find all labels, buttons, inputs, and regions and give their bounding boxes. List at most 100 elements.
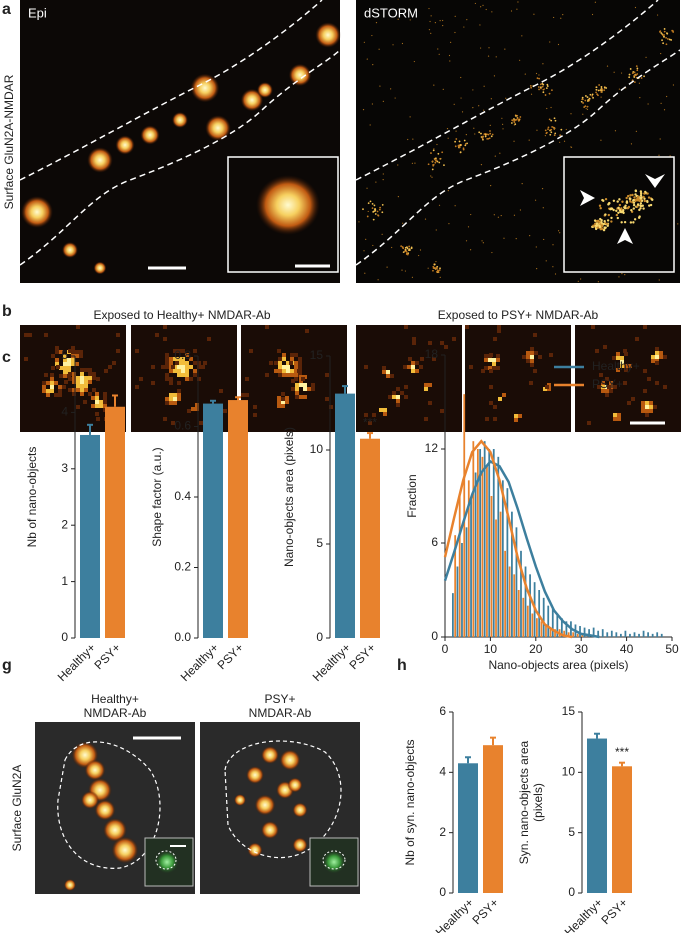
pixel [163, 337, 167, 341]
localization [501, 117, 503, 119]
pixel [72, 388, 76, 392]
y-label: Surface GluN2A-NMDAR [2, 74, 16, 209]
localization [515, 115, 517, 117]
localization [478, 131, 481, 134]
localization [551, 89, 553, 92]
significance: *** [615, 745, 629, 759]
y-tick-label: 12 [425, 441, 439, 455]
group-title: Exposed to PSY+ NMDAR-Ab [438, 308, 599, 322]
pixel [103, 400, 107, 404]
pixel [609, 389, 613, 393]
pixel [84, 376, 88, 380]
localization [547, 126, 550, 129]
pixel [303, 395, 307, 399]
pixel [294, 353, 298, 357]
pixel [282, 373, 286, 377]
pixel [71, 346, 75, 350]
localization [649, 203, 653, 207]
localization [438, 204, 441, 206]
pixel [245, 377, 249, 381]
localization [662, 42, 665, 45]
localization [645, 56, 647, 58]
localization [427, 267, 429, 269]
localization [511, 119, 514, 122]
histogram-bar [522, 597, 525, 637]
localization [504, 48, 506, 50]
pixel [424, 417, 428, 421]
localization [418, 254, 420, 257]
pixel [249, 349, 253, 353]
localization [584, 105, 587, 108]
localization [404, 250, 406, 253]
histogram-bar [461, 543, 463, 637]
pixel [103, 392, 107, 396]
pixel [643, 389, 647, 393]
pixel [325, 397, 329, 401]
pixel [364, 413, 368, 417]
image-title: Epi [28, 5, 47, 20]
localization [373, 210, 375, 213]
pixel [197, 361, 201, 365]
pixel [88, 392, 92, 396]
pixel [617, 413, 621, 417]
localization [632, 221, 635, 224]
pixel [96, 377, 100, 381]
localization [409, 19, 411, 21]
localization [390, 88, 392, 90]
localization [584, 99, 587, 102]
pixel [197, 377, 201, 381]
localization [519, 59, 521, 61]
localization [510, 10, 513, 12]
pixel [298, 357, 302, 361]
pixel [91, 396, 95, 400]
localization [603, 89, 606, 92]
localization [636, 205, 639, 208]
pixel [496, 354, 500, 358]
pixel [135, 349, 139, 353]
localization [513, 119, 516, 122]
pixel [390, 374, 394, 378]
localization [534, 199, 537, 201]
localization [428, 7, 430, 10]
bar [483, 745, 503, 893]
histogram-bar [486, 464, 488, 637]
pixel [63, 362, 67, 366]
localization [400, 245, 403, 247]
localization [536, 268, 538, 270]
localization [634, 189, 637, 192]
localization [600, 227, 604, 231]
localization [672, 31, 675, 33]
pixel [63, 374, 67, 378]
localization [402, 251, 405, 254]
localization [643, 75, 645, 78]
localization [362, 208, 364, 211]
localization [663, 35, 665, 38]
y-tick-label: 1 [61, 574, 68, 588]
localization [658, 30, 661, 33]
localization [517, 118, 520, 121]
localization [489, 132, 492, 135]
localization [438, 161, 441, 164]
localization [366, 58, 368, 60]
fluorescence-spot [87, 147, 113, 173]
localization [646, 192, 649, 195]
histogram-bar [520, 550, 522, 637]
pixel [404, 395, 408, 399]
localization [358, 221, 360, 223]
localization [545, 87, 548, 90]
pixel [325, 373, 329, 377]
y-label: Nb of syn. nano-objects [403, 739, 417, 865]
localization [491, 251, 493, 254]
pixel [68, 349, 72, 353]
pixel [628, 364, 632, 368]
localization [615, 209, 618, 212]
pixel [95, 392, 99, 396]
localization [626, 194, 630, 198]
pixel [55, 350, 59, 354]
pixel [298, 361, 302, 365]
pixel [294, 373, 298, 377]
localization [460, 97, 462, 99]
pixel [75, 354, 79, 358]
pixel [99, 404, 103, 408]
pixel [185, 353, 189, 357]
